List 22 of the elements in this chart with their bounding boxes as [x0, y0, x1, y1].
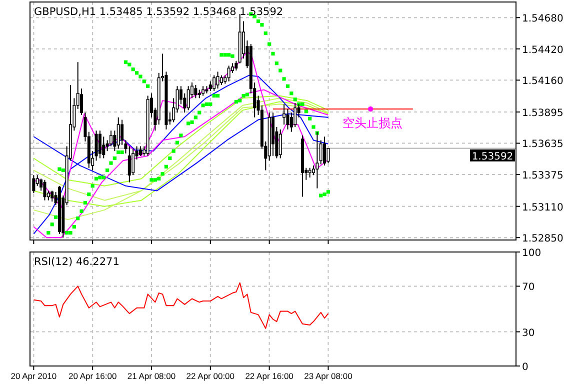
annotation: 空头止损点: [342, 116, 402, 130]
x-tick-label: 22 Apr 00:00: [186, 371, 235, 381]
y-tick-label: 1.53895: [522, 108, 564, 119]
y-tick-label: 1.54680: [522, 14, 564, 25]
y-tick-label: 1.54420: [522, 44, 564, 56]
ref-label: 1.53592: [470, 149, 515, 162]
y-tick-label: 1.53635: [522, 139, 564, 150]
x-tick-label: 23 Apr 08:00: [304, 371, 353, 381]
x-tick-label: 21 Apr 08:00: [127, 371, 176, 381]
y-tick-label: 1.54160: [522, 76, 564, 88]
chart-title: GBPUSD,H1 1.53485 1.53592 1.53468 1.53592: [34, 6, 284, 18]
x-tick-label: 20 Apr 2010: [10, 371, 57, 381]
y-tick-label: 1.53375: [522, 170, 564, 182]
chart-title: RSI(12) 46.2271: [34, 256, 120, 268]
y-tick-label: 100: [522, 248, 542, 259]
y-tick-label: 0: [522, 362, 528, 373]
y-tick-label: 70: [522, 282, 535, 294]
y-tick-label: 1.52850: [522, 234, 564, 245]
y-tick-label: 30: [522, 328, 535, 339]
x-tick-label: 20 Apr 16:00: [68, 371, 117, 381]
y-tick-label: 1.53110: [522, 202, 564, 214]
x-tick-label: 22 Apr 16:00: [245, 371, 294, 381]
